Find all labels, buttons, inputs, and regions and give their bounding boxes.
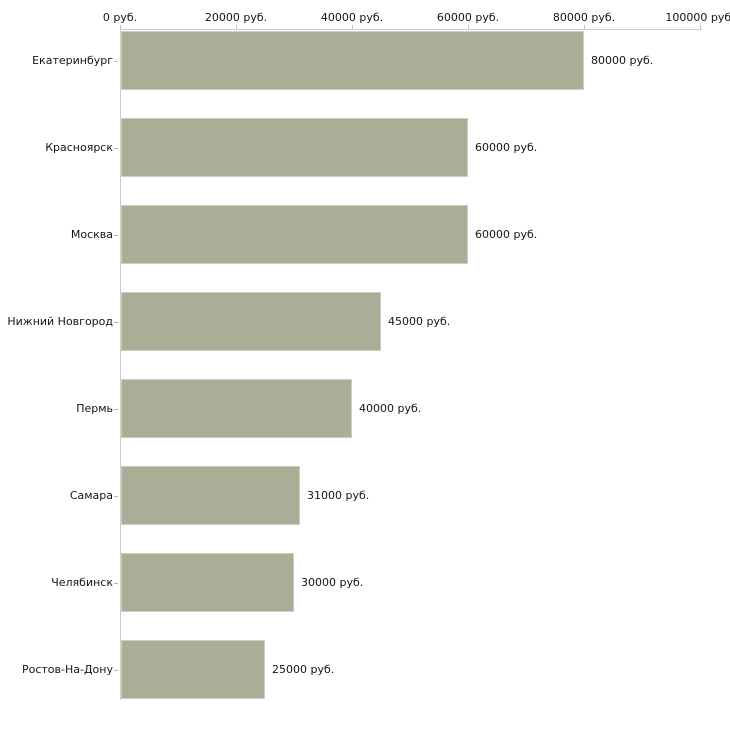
category-label: Ростов-На-Дону	[21, 663, 113, 676]
category-tick-mark	[114, 409, 118, 410]
value-label: 60000 руб.	[475, 141, 538, 154]
x-axis-tick-mark	[584, 25, 585, 30]
bar-row: Екатеринбург 80000 руб.	[0, 31, 730, 90]
x-axis-tick-mark	[352, 25, 353, 30]
category-tick-mark	[114, 670, 118, 671]
category-label: Москва	[70, 228, 113, 241]
bar	[121, 205, 468, 264]
x-axis-tick-label: 100000 руб.	[665, 11, 730, 24]
category-label: Екатеринбург	[32, 54, 113, 67]
x-axis-tick-label: 80000 руб.	[552, 11, 616, 24]
category-label: Самара	[69, 489, 113, 502]
value-label: 60000 руб.	[475, 228, 538, 241]
x-axis-tick-mark	[236, 25, 237, 30]
bar	[121, 31, 584, 90]
category-tick-mark	[114, 61, 118, 62]
category-tick-mark	[114, 148, 118, 149]
bar-row: Москва 60000 руб.	[0, 205, 730, 264]
x-axis-tick-label: 60000 руб.	[436, 11, 500, 24]
value-label: 80000 руб.	[591, 54, 654, 67]
value-label: 45000 руб.	[388, 315, 451, 328]
category-tick-mark	[114, 322, 118, 323]
value-label: 40000 руб.	[359, 402, 422, 415]
value-label: 25000 руб.	[272, 663, 335, 676]
x-axis-tick-label: 40000 руб.	[320, 11, 384, 24]
category-tick-mark	[114, 583, 118, 584]
category-tick-mark	[114, 235, 118, 236]
x-axis-tick-mark	[700, 25, 701, 30]
x-axis-line	[120, 29, 702, 30]
x-axis-tick-label: 0 руб.	[102, 11, 138, 24]
category-label: Челябинск	[51, 576, 113, 589]
x-axis-tick-mark	[468, 25, 469, 30]
bar-row: Ростов-На-Дону 25000 руб.	[0, 640, 730, 699]
bar-row: Нижний Новгород 45000 руб.	[0, 292, 730, 351]
category-label: Нижний Новгород	[7, 315, 113, 328]
bar	[121, 118, 468, 177]
category-label: Красноярск	[45, 141, 113, 154]
y-axis-line	[120, 29, 121, 700]
value-label: 31000 руб.	[307, 489, 370, 502]
value-label: 30000 руб.	[301, 576, 364, 589]
bar-row: Челябинск 30000 руб.	[0, 553, 730, 612]
bar-row: Красноярск 60000 руб.	[0, 118, 730, 177]
category-tick-mark	[114, 496, 118, 497]
bar-row: Самара 31000 руб.	[0, 466, 730, 525]
bar	[121, 466, 300, 525]
bar	[121, 379, 352, 438]
category-label: Пермь	[76, 402, 113, 415]
bar-row: Пермь 40000 руб.	[0, 379, 730, 438]
bar	[121, 292, 381, 351]
bar	[121, 553, 294, 612]
x-axis-tick-mark	[120, 25, 121, 30]
x-axis-tick-label: 20000 руб.	[204, 11, 268, 24]
bar	[121, 640, 265, 699]
